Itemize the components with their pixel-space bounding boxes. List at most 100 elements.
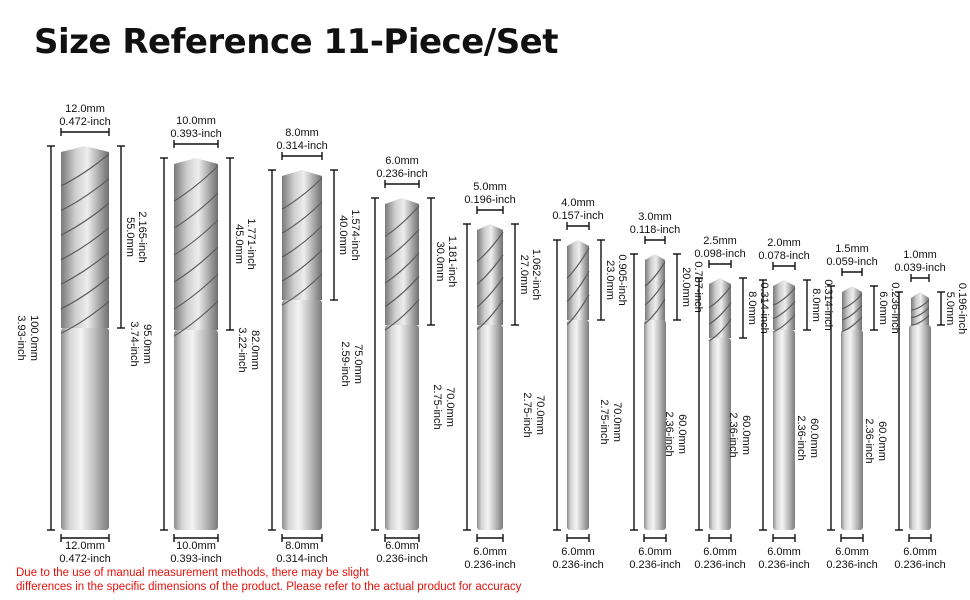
total-mm-label: 70.0mm xyxy=(611,402,623,442)
cutter-mm-label: 3.0mm xyxy=(638,211,672,223)
helix-line xyxy=(910,307,930,319)
total-inch-label: 3.74-inch xyxy=(128,321,140,366)
shank-inch-label: 0.236-inch xyxy=(894,559,945,571)
helix-line xyxy=(281,249,323,282)
shank-mm-label: 6.0mm xyxy=(703,546,737,558)
cutter-inch-label: 0.118-inch xyxy=(630,224,681,236)
shank-mm-label: 8.0mm xyxy=(285,540,319,552)
cutter-inch-label: 0.098-inch xyxy=(694,248,745,260)
flute-inch-label: 1.574-inch xyxy=(349,209,361,260)
helix-line xyxy=(841,304,863,321)
shank-shape xyxy=(644,320,666,530)
total-inch-label: 2.59-inch xyxy=(339,341,351,386)
cutter-mm-label: 4.0mm xyxy=(561,197,595,209)
total-mm-label: 70.0mm xyxy=(534,395,546,435)
total-mm-label: 60.0mm xyxy=(740,415,752,455)
shank-shape xyxy=(477,325,503,530)
cutter-inch-label: 0.196-inch xyxy=(464,194,515,206)
shank-mm-label: 6.0mm xyxy=(903,546,937,558)
flute-shape xyxy=(842,286,862,330)
shank-inch-label: 0.236-inch xyxy=(694,559,745,571)
shank-shape xyxy=(567,320,589,530)
shank-inch-label: 0.236-inch xyxy=(629,559,680,571)
end-mill-6: 4.0mm0.157-inch6.0mm0.236-inch70.0mm2.75… xyxy=(521,197,628,571)
shank-shape xyxy=(282,300,322,530)
cutter-mm-label: 1.5mm xyxy=(835,243,869,255)
helix-line xyxy=(772,287,796,306)
flute-shape xyxy=(645,254,665,320)
helix-line xyxy=(476,277,504,308)
flute-labels: 27.0mm 1.062-inch xyxy=(518,249,542,300)
helix-line xyxy=(173,219,219,256)
helix-line xyxy=(841,316,863,332)
shank-mm-label: 6.0mm xyxy=(638,546,672,558)
flute-inch-label: 0.314-inch xyxy=(822,279,834,330)
shank-shape xyxy=(174,330,218,530)
helix-line xyxy=(173,273,219,310)
cutter-inch-label: 0.314-inch xyxy=(276,140,327,152)
helix-line xyxy=(841,293,863,310)
helix-line xyxy=(60,202,110,236)
end-mill-9: 2.0mm0.078-inch6.0mm0.236-inch60.0mm2.36… xyxy=(727,237,834,571)
shank-mm-label: 6.0mm xyxy=(561,546,595,558)
total-mm-label: 100.0mm xyxy=(28,315,40,361)
flute-inch-label: 0.314-inch xyxy=(758,282,770,333)
helix-line xyxy=(281,225,323,258)
helix-line xyxy=(566,294,590,326)
end-mill-4: 6.0mm0.236-inch6.0mm0.236-inch75.0mm2.59… xyxy=(339,155,458,565)
total-inch-label: 3.93-inch xyxy=(15,315,27,360)
shank-inch-label: 0.236-inch xyxy=(826,559,877,571)
total-inch-label: 2.36-inch xyxy=(727,412,739,457)
flute-mm-label: 27.0mm xyxy=(518,255,530,295)
helix-line xyxy=(281,273,323,306)
cutter-mm-label: 2.0mm xyxy=(767,237,801,249)
total-inch-label: 2.75-inch xyxy=(521,392,533,437)
shank-shape xyxy=(841,330,863,530)
flute-mm-label: 5.0mm xyxy=(944,292,956,326)
helix-line xyxy=(173,192,219,229)
flute-labels: 6.0mm 0.236-inch xyxy=(877,282,901,333)
helix-line xyxy=(566,247,590,279)
end-mill-3: 8.0mm0.314-inch8.0mm0.314-inch82.0mm3.22… xyxy=(236,127,361,565)
total-inch-label: 2.36-inch xyxy=(863,418,875,463)
total-inch-label: 2.36-inch xyxy=(795,415,807,460)
end-mill-1: 12.0mm0.472-inch12.0mm0.472-inch100.0mm3… xyxy=(15,103,148,565)
cutter-mm-label: 6.0mm xyxy=(385,155,419,167)
flute-inch-label: 0.236-inch xyxy=(889,282,901,333)
end-mill-10: 1.5mm0.059-inch6.0mm0.236-inch60.0mm2.36… xyxy=(795,243,901,571)
flute-inch-label: 1.062-inch xyxy=(530,249,542,300)
helix-line xyxy=(644,280,666,306)
cutter-inch-label: 0.472-inch xyxy=(59,116,110,128)
helix-line xyxy=(566,271,590,303)
helix-line xyxy=(708,285,732,309)
end-mill-5: 5.0mm0.196-inch6.0mm0.236-inch70.0mm2.75… xyxy=(431,181,542,571)
flute-inch-label: 1.771-inch xyxy=(245,218,257,269)
neck-shape xyxy=(909,325,931,347)
shank-shape xyxy=(709,338,731,530)
cutter-inch-label: 0.157-inch xyxy=(552,210,603,222)
flute-mm-label: 30.0mm xyxy=(434,242,446,282)
flute-shape xyxy=(477,224,503,325)
cutter-mm-label: 1.0mm xyxy=(903,249,937,261)
total-mm-label: 75.0mm xyxy=(352,344,364,384)
neck-shape xyxy=(841,330,863,352)
flute-mm-label: 23.0mm xyxy=(604,260,616,300)
helix-line xyxy=(173,165,219,202)
flute-shape xyxy=(773,280,795,330)
shank-inch-label: 0.393-inch xyxy=(170,553,221,565)
flute-shape xyxy=(61,146,109,328)
flute-inch-label: 1.181-inch xyxy=(446,236,458,287)
helix-line xyxy=(281,201,323,234)
flute-labels: 40.0mm 1.574-inch xyxy=(337,209,361,260)
cutter-inch-label: 0.078-inch xyxy=(758,250,809,262)
disclaimer: Due to the use of manual measurement met… xyxy=(16,566,521,594)
flute-shape xyxy=(567,240,589,320)
cutter-inch-label: 0.039-inch xyxy=(894,262,945,274)
helix-line xyxy=(708,318,732,342)
